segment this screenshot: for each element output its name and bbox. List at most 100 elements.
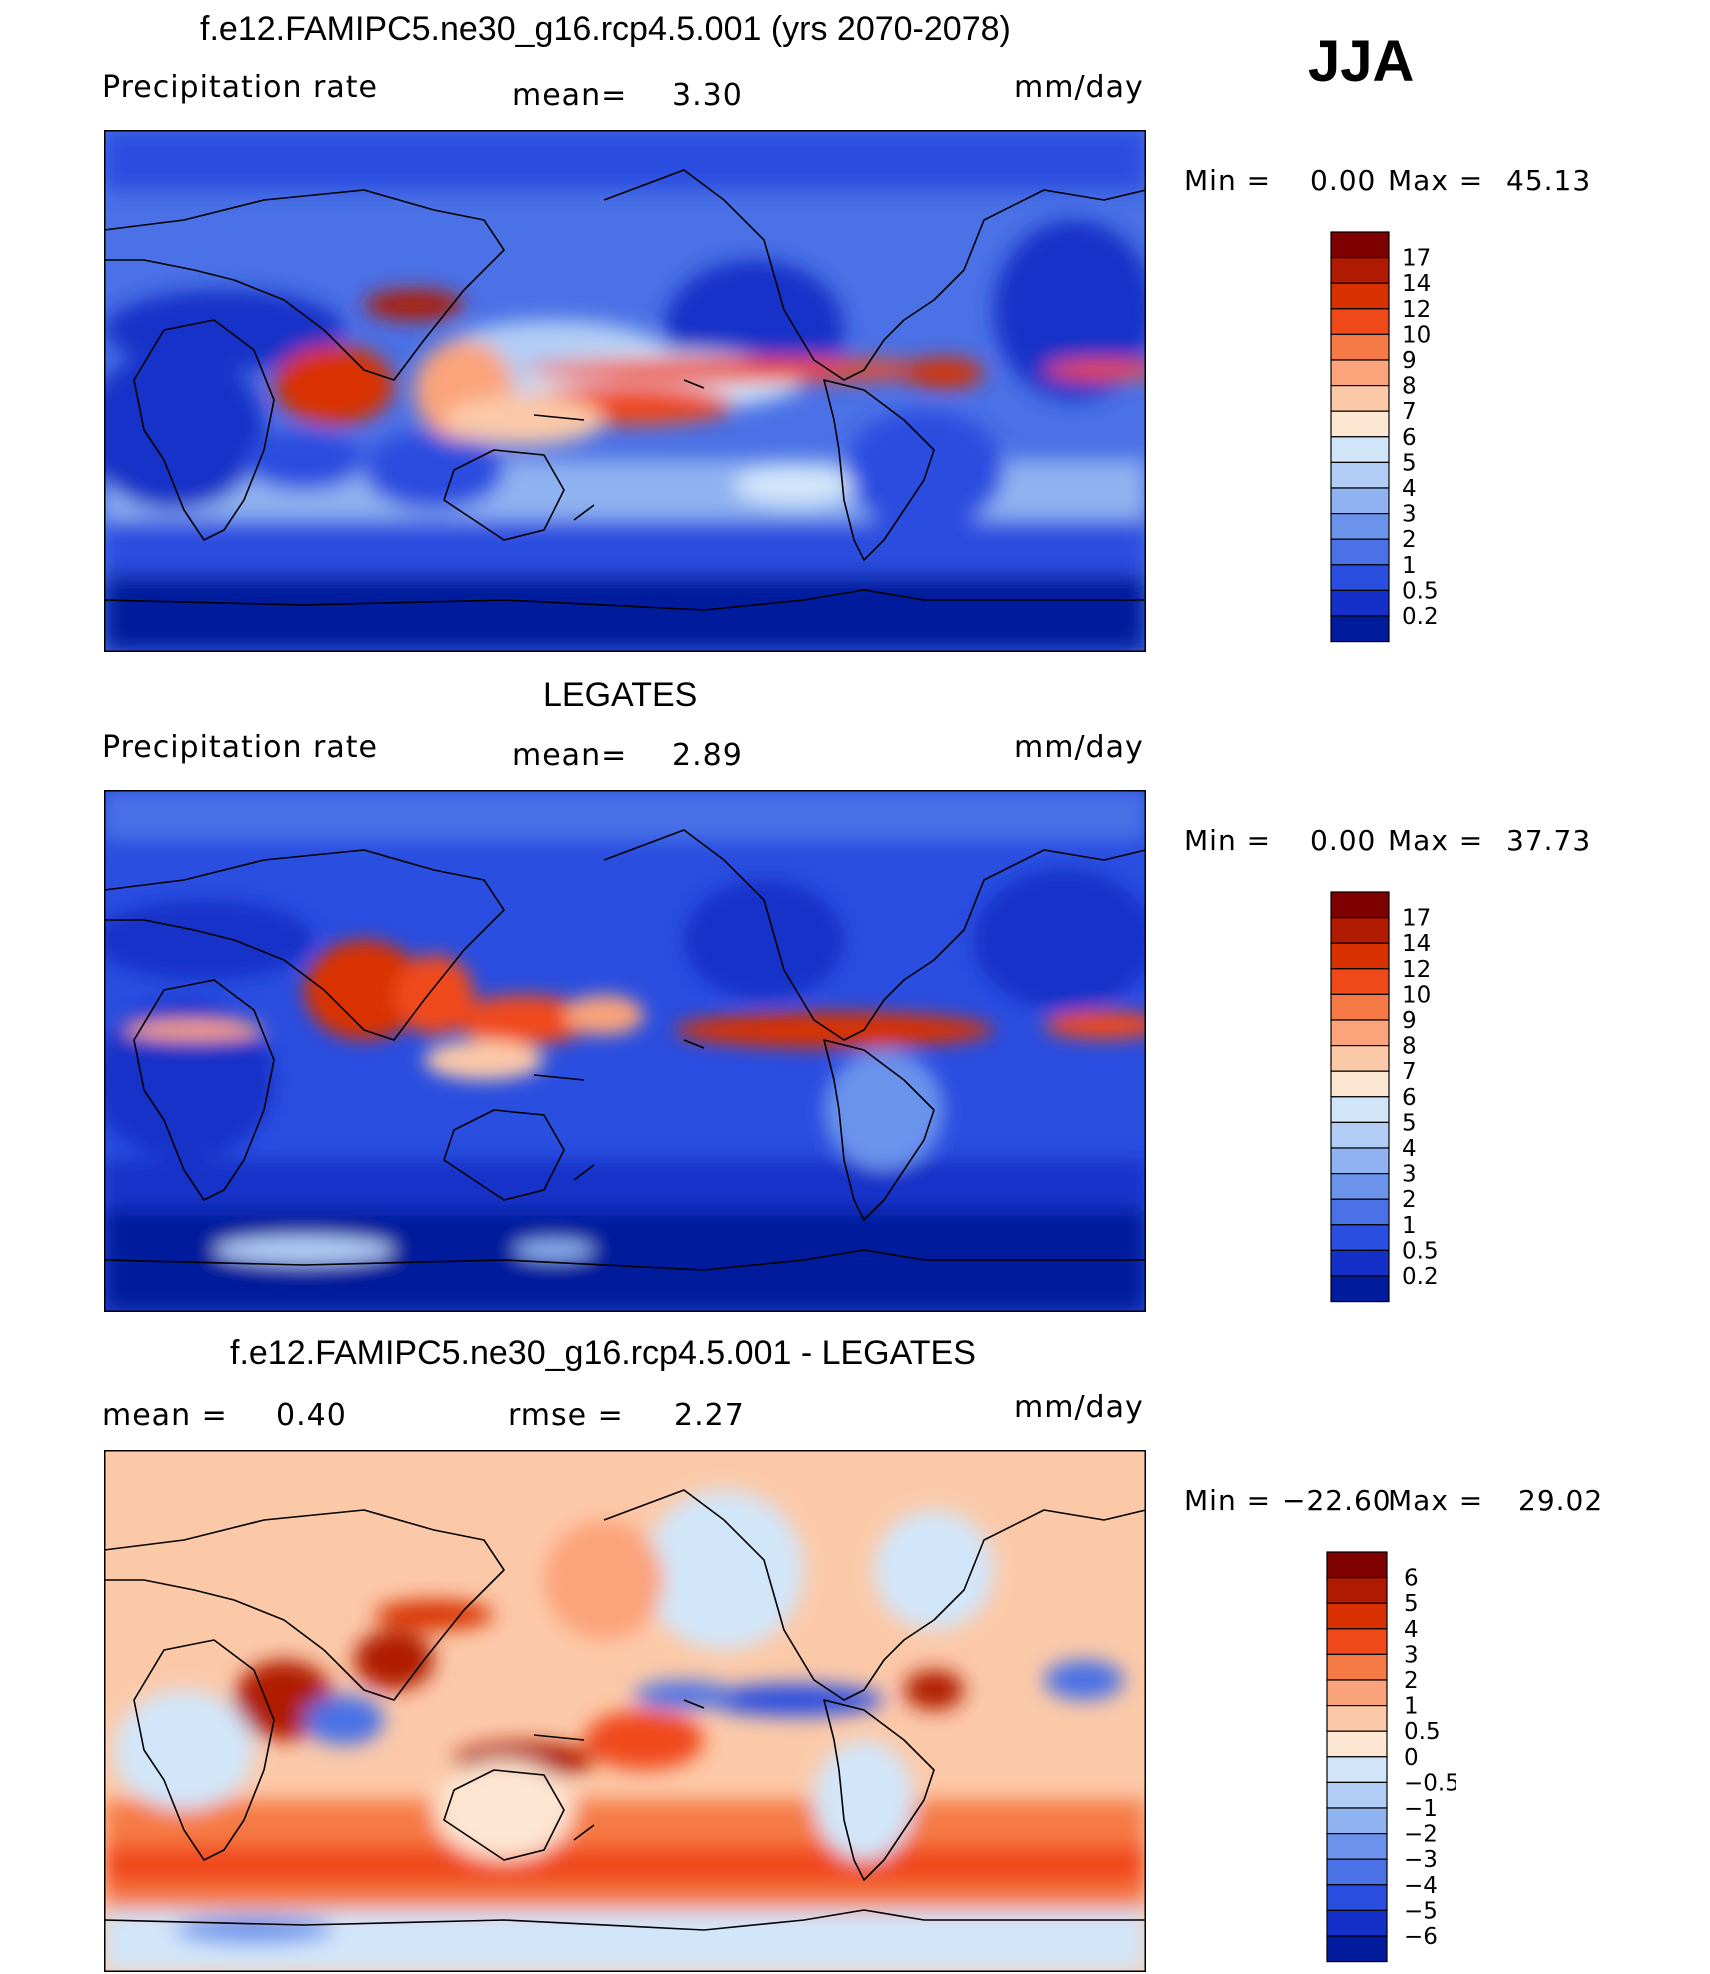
- colorbar-tick-label: 17: [1402, 906, 1431, 932]
- colorbar-box: [1330, 333, 1390, 361]
- colorbar-tick-label: 3: [1402, 502, 1417, 528]
- colorbar-box: [1326, 1551, 1388, 1579]
- colorbar-tick-label: −6: [1404, 1924, 1438, 1950]
- colorbar-tick-label: 7: [1402, 1059, 1417, 1085]
- colorbar-tick-label: 3: [1404, 1642, 1419, 1668]
- colorbar-tick-label: 0.5: [1402, 578, 1439, 604]
- colorbar-box: [1330, 942, 1390, 970]
- colorbar-tick-label: −5: [1404, 1898, 1438, 1924]
- panel2-max-label: Max =: [1388, 824, 1484, 857]
- colorbar-box: [1330, 513, 1390, 540]
- colorbar-box: [1330, 1275, 1390, 1303]
- colorbar-tick-label: 4: [1404, 1617, 1419, 1643]
- colorbar-tick-label: 0.5: [1404, 1719, 1441, 1745]
- panel2-min-label: Min =: [1184, 824, 1272, 857]
- colorbar-box: [1326, 1653, 1388, 1681]
- colorbar-tick-label: 1: [1402, 1213, 1417, 1239]
- colorbar-tick-label: 10: [1402, 982, 1431, 1008]
- colorbar-box: [1326, 1730, 1388, 1758]
- panel3-rmse-label: rmse =: [508, 1398, 624, 1433]
- colorbar-tick-label: 4: [1402, 476, 1417, 502]
- colorbar-box: [1326, 1833, 1388, 1860]
- colorbar-tick-label: 6: [1404, 1566, 1419, 1592]
- panel3-title: f.e12.FAMIPC5.ne30_g16.rcp4.5.001 - LEGA…: [230, 1334, 976, 1372]
- colorbar-tick-label: 0.5: [1402, 1238, 1439, 1264]
- colorbar-box: [1326, 1705, 1388, 1732]
- season-label: JJA: [1308, 29, 1415, 94]
- colorbar-tick-label: 6: [1402, 425, 1417, 451]
- colorbar-box: [1330, 564, 1390, 591]
- colorbar-tick-label: 9: [1402, 1008, 1417, 1034]
- colorbar-box: [1330, 487, 1390, 515]
- colorbar-tick-label: 0.2: [1402, 604, 1439, 630]
- colorbar-tick-label: 3: [1402, 1162, 1417, 1188]
- panel2-units: mm/day: [1014, 730, 1144, 765]
- colorbar-tick-label: 8: [1402, 1034, 1417, 1060]
- colorbar-tick-label: 1: [1402, 553, 1417, 579]
- colorbar-tick-label: 1: [1404, 1694, 1419, 1720]
- colorbar-tick-label: 8: [1402, 374, 1417, 400]
- panel2-precip-map: [104, 790, 1146, 1312]
- panel1-max-value: 45.13: [1506, 164, 1592, 197]
- panel3-mean-value: 0.40: [276, 1398, 347, 1433]
- panel2-mean-label: mean=: [512, 738, 628, 773]
- colorbar-tick-label: 14: [1402, 931, 1431, 957]
- colorbar-box: [1330, 1224, 1390, 1251]
- colorbar-box: [1326, 1884, 1388, 1911]
- panel2-mean-value: 2.89: [672, 738, 743, 773]
- colorbar-tick-label: 10: [1402, 322, 1431, 348]
- colorbar-box: [1330, 1147, 1390, 1175]
- colorbar-box: [1326, 1577, 1388, 1604]
- colorbar-box: [1330, 410, 1390, 438]
- panel1-min-label: Min =: [1184, 164, 1272, 197]
- colorbar-box: [1330, 257, 1390, 284]
- colorbar-box: [1330, 1173, 1390, 1200]
- colorbar-box: [1330, 1121, 1390, 1149]
- panel1-variable-label: Precipitation rate: [102, 70, 378, 105]
- colorbar-tick-label: 2: [1402, 527, 1417, 553]
- colorbar-tick-label: 0.2: [1402, 1264, 1439, 1290]
- colorbar-box: [1330, 282, 1390, 310]
- panel1-mean-label: mean=: [512, 78, 628, 113]
- colorbar-tick-label: −1: [1404, 1796, 1438, 1822]
- colorbar-box: [1330, 968, 1390, 996]
- colorbar-box: [1330, 359, 1390, 387]
- colorbar-box: [1326, 1781, 1388, 1809]
- colorbar-tick-label: 5: [1404, 1591, 1419, 1617]
- panel3-difference-map: [104, 1450, 1146, 1972]
- panel1-precip-map: [104, 130, 1146, 652]
- colorbar-box: [1330, 1070, 1390, 1098]
- colorbar-box: [1326, 1679, 1388, 1707]
- panel3-units: mm/day: [1014, 1390, 1144, 1425]
- panel2-max-value: 37.73: [1506, 824, 1592, 857]
- panel3-mean-label: mean =: [102, 1398, 228, 1433]
- colorbar-box: [1330, 891, 1390, 919]
- panel1-mean-value: 3.30: [672, 78, 743, 113]
- colorbar-box: [1330, 993, 1390, 1021]
- colorbar-box: [1330, 436, 1390, 464]
- panel3-rmse-value: 2.27: [674, 1398, 745, 1433]
- colorbar-box: [1330, 615, 1390, 643]
- colorbar-tick-label: −0.5: [1404, 1770, 1456, 1796]
- colorbar-tick-label: 2: [1402, 1187, 1417, 1213]
- panel2-min-value: 0.00: [1310, 824, 1377, 857]
- colorbar-tick-label: −2: [1404, 1822, 1438, 1848]
- colorbar-tick-label: 2: [1404, 1668, 1419, 1694]
- colorbar-box: [1330, 385, 1390, 412]
- colorbar-tick-label: 17: [1402, 246, 1431, 272]
- colorbar-tick-label: −3: [1404, 1847, 1438, 1873]
- panel3-min-label: Min =: [1184, 1484, 1272, 1517]
- colorbar-tick-label: 7: [1402, 399, 1417, 425]
- colorbar-tick-label: 14: [1402, 271, 1431, 297]
- colorbar-box: [1330, 589, 1390, 617]
- panel1-title: f.e12.FAMIPC5.ne30_g16.rcp4.5.001 (yrs 2…: [200, 10, 1011, 48]
- colorbar-box: [1330, 1198, 1390, 1226]
- colorbar-box: [1330, 1096, 1390, 1124]
- colorbar-box: [1330, 538, 1390, 566]
- colorbar-box: [1330, 308, 1390, 336]
- colorbar-tick-label: −4: [1404, 1873, 1438, 1899]
- colorbar-box: [1326, 1858, 1388, 1886]
- colorbar-box: [1330, 917, 1390, 944]
